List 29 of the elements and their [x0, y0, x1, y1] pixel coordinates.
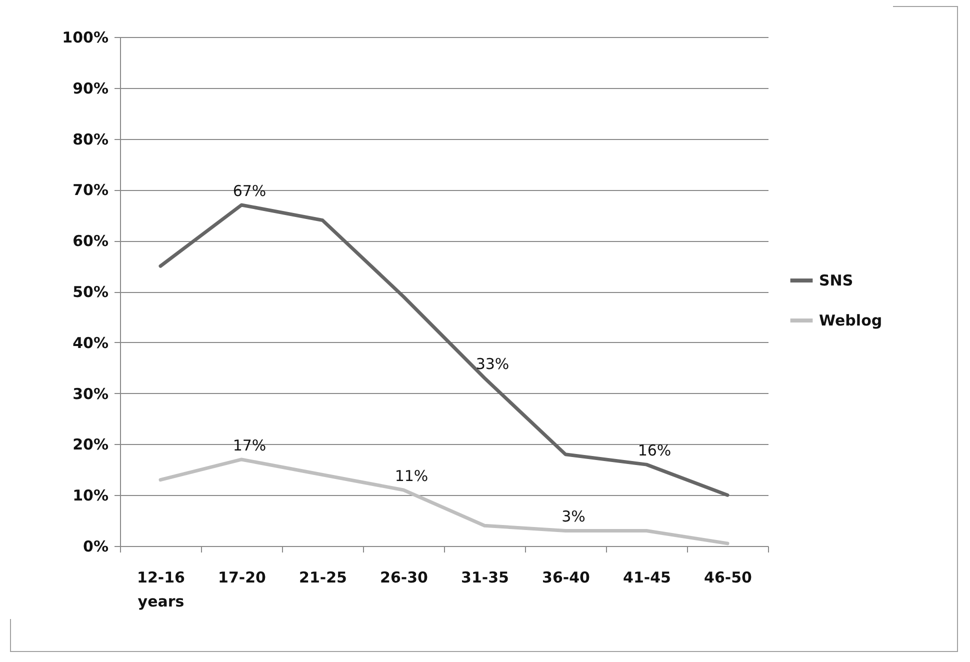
y-tick-label: 30%	[72, 384, 108, 403]
legend-label: SNS	[819, 272, 854, 290]
x-tick-label: 36-40	[542, 568, 590, 586]
data-label: 16%	[638, 442, 672, 460]
y-tick-label: 90%	[72, 79, 108, 98]
line-series	[158, 203, 730, 497]
x-tick-label: 41-45	[623, 568, 671, 586]
y-tick-label: 0%	[83, 538, 108, 556]
x-tick-label: 31-35	[461, 568, 509, 586]
x-tick-label: 17-20	[218, 568, 266, 586]
y-tick-label: 20%	[72, 436, 108, 454]
x-tick-label: 26-30	[380, 568, 428, 586]
line-series	[158, 458, 730, 546]
legend-label: Weblog	[819, 312, 882, 330]
y-tick-label: 10%	[72, 486, 108, 505]
y-tick-label: 80%	[72, 130, 108, 148]
x-tick-label: 46-50	[704, 568, 752, 586]
data-label: 67%	[232, 182, 266, 200]
data-label: 33%	[476, 355, 510, 374]
y-tick-label: 60%	[72, 232, 108, 250]
data-label: 17%	[232, 436, 266, 454]
x-tick-label: 12-16 years	[137, 568, 185, 610]
y-tick-label: 70%	[72, 181, 108, 200]
y-tick-label: 40%	[72, 334, 108, 352]
data-label: 3%	[562, 508, 586, 526]
data-label: 11%	[394, 467, 428, 486]
y-tick-label: 100%	[62, 28, 108, 46]
y-tick-label: 50%	[72, 283, 108, 301]
x-tick-label: 21-25	[299, 568, 347, 586]
